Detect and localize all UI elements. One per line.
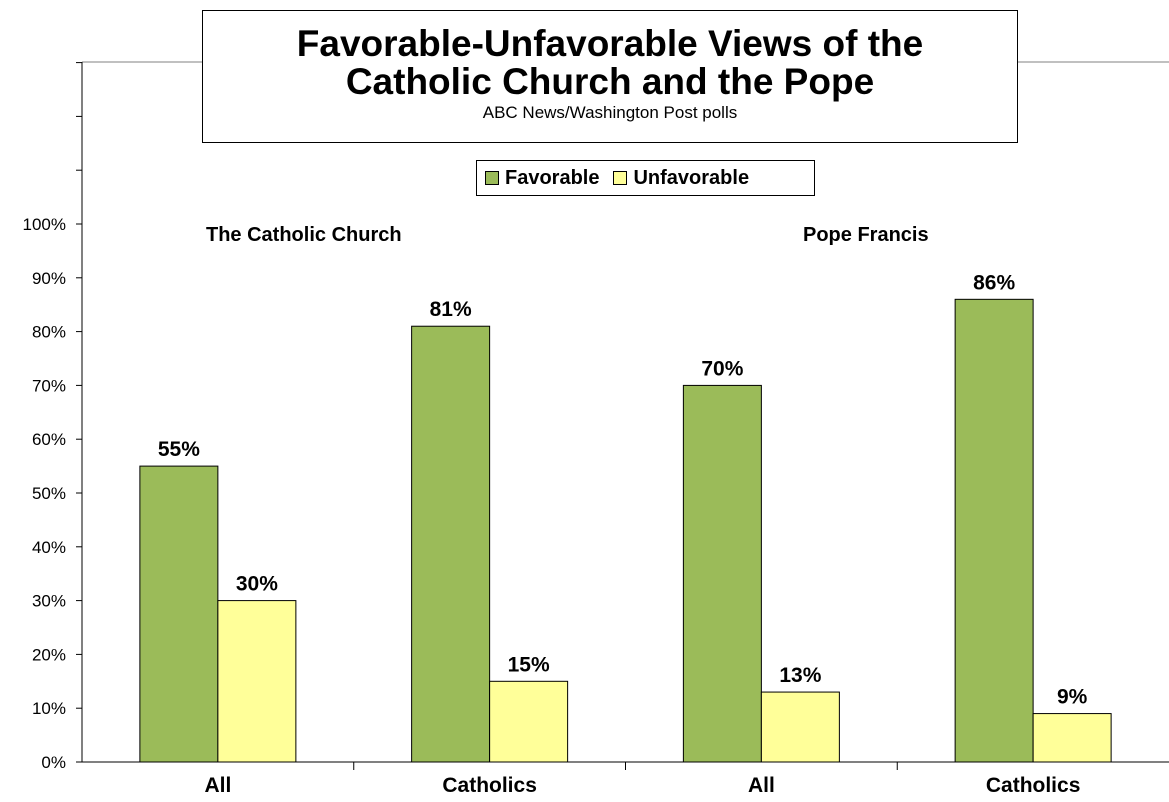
data-label-unfavorable: 13%: [779, 664, 821, 687]
panel-label-pope: Pope Francis: [803, 224, 929, 246]
data-label-unfavorable: 30%: [236, 573, 278, 596]
chart-title-line-1: Favorable-Unfavorable Views of the: [296, 23, 924, 64]
bar-unfavorable: [489, 680, 569, 763]
bar-favorable: [954, 298, 1034, 763]
y-tick-label: 70%: [32, 376, 66, 395]
data-label-favorable: 55%: [158, 438, 200, 461]
bar-unfavorable: [760, 691, 840, 763]
y-tick-label: 30%: [32, 592, 66, 611]
legend-item-favorable: Favorable: [485, 167, 599, 190]
y-tick-label: 10%: [32, 699, 66, 718]
chart-subtitle: ABC News/Washington Post polls: [482, 103, 738, 122]
x-tick-label: Catholics: [986, 774, 1081, 797]
data-label-favorable: 70%: [701, 357, 743, 380]
bar-unfavorable: [217, 600, 297, 763]
y-tick-label: 90%: [32, 269, 66, 288]
bar-favorable: [411, 325, 491, 763]
legend-item-unfavorable: Unfavorable: [613, 167, 749, 190]
y-tick-label: 0%: [41, 753, 66, 772]
data-label-unfavorable: 15%: [508, 653, 550, 676]
bar-unfavorable: [1032, 713, 1112, 763]
x-tick-label: All: [204, 774, 231, 797]
x-tick-label: All: [748, 774, 775, 797]
y-tick-label: 60%: [32, 430, 66, 449]
y-tick-label: 20%: [32, 645, 66, 664]
data-label-favorable: 81%: [430, 298, 472, 321]
y-tick-label: 40%: [32, 538, 66, 557]
legend-label-favorable: Favorable: [505, 166, 600, 189]
chart-title-line-2: Catholic Church and the Pope: [345, 61, 875, 102]
data-label-unfavorable: 9%: [1057, 686, 1088, 709]
legend-swatch-unfavorable: [613, 171, 628, 185]
y-tick-label: 100%: [23, 215, 66, 234]
legend-swatch-favorable: [485, 171, 499, 185]
bar-favorable: [139, 465, 219, 763]
x-tick-label: Catholics: [442, 774, 537, 797]
title-box: Favorable-Unfavorable Views of the Catho…: [202, 10, 1018, 143]
bar-favorable: [682, 384, 762, 763]
y-tick-label: 50%: [32, 484, 66, 503]
data-label-favorable: 86%: [973, 271, 1015, 294]
panel-label-church: The Catholic Church: [206, 224, 402, 246]
legend-label-unfavorable: Unfavorable: [633, 166, 750, 189]
y-tick-label: 80%: [32, 323, 66, 342]
legend: Favorable Unfavorable: [476, 160, 815, 196]
